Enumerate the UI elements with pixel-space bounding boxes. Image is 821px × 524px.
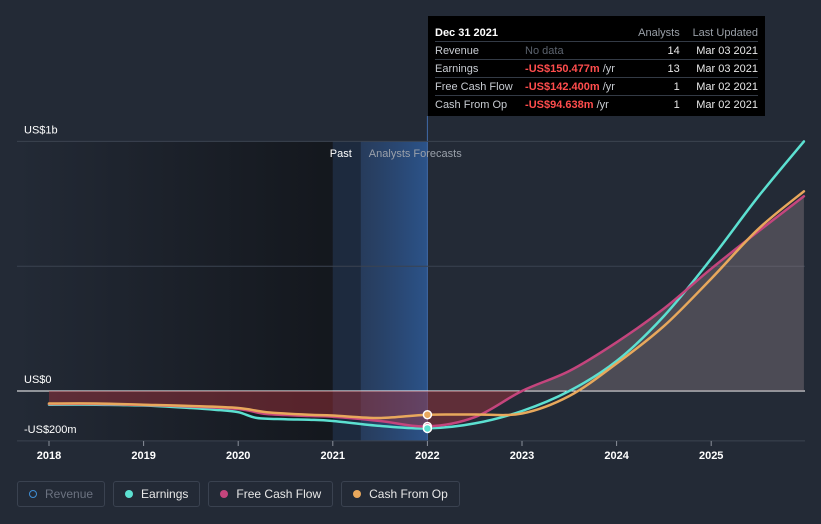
legend-revenue-label: Revenue — [45, 487, 94, 501]
series-line-earnings — [47, 140, 806, 430]
x-tick-label: 2018 — [37, 450, 61, 462]
tooltip-row-label: Free Cash Flow — [435, 80, 513, 93]
y-axis-label: US$0 — [24, 374, 52, 386]
legend-earnings-dot — [125, 490, 134, 498]
legend-cash-from-op-toggle[interactable]: Cash From Op — [341, 481, 460, 507]
tooltip-row-label: Earnings — [435, 62, 479, 75]
tooltip-row-analysts: 1 — [673, 80, 680, 93]
y-axis-label: US$1b — [24, 124, 58, 136]
tooltip-col-updated: Last Updated — [692, 26, 758, 39]
tooltip-row-analysts: 1 — [673, 98, 680, 111]
legend-free-cash-flow-toggle[interactable]: Free Cash Flow — [208, 481, 334, 507]
x-tick-label: 2025 — [699, 450, 723, 462]
data-tooltip: Dec 31 2021 Analysts Last Updated Revenu… — [428, 16, 765, 116]
tooltip-row-free-cash-flow: Free Cash Flow -US$142.400m /yr 1 Mar 02… — [435, 78, 758, 96]
tooltip-header: Dec 31 2021 Analysts Last Updated — [435, 24, 758, 42]
legend-free-cash-flow-label: Free Cash Flow — [236, 487, 322, 501]
tooltip-row-unit: /yr — [602, 80, 615, 93]
past-label: Past — [330, 148, 352, 160]
tooltip-row-analysts: 14 — [667, 44, 680, 57]
tooltip-row-updated: Mar 02 2021 — [696, 80, 758, 93]
legend: Revenue Earnings Free Cash Flow Cash Fro… — [17, 481, 468, 507]
tooltip-date: Dec 31 2021 — [435, 26, 498, 39]
legend-cash-from-op-label: Cash From Op — [369, 487, 448, 501]
tooltip-row-revenue: Revenue No data 14 Mar 03 2021 — [435, 42, 758, 60]
y-axis-label: -US$200m — [24, 424, 77, 436]
marker-earnings — [422, 423, 433, 434]
legend-revenue-toggle[interactable]: Revenue — [17, 481, 106, 507]
tooltip-row-value: -US$142.400m — [525, 80, 600, 93]
x-tick-label: 2021 — [321, 450, 345, 462]
x-tick-label: 2024 — [604, 450, 629, 462]
tooltip-row-cash-from-op: Cash From Op -US$94.638m /yr 1 Mar 02 20… — [435, 96, 758, 113]
tooltip-row-label: Cash From Op — [435, 98, 508, 111]
tooltip-row-value: -US$150.477m — [525, 62, 600, 75]
legend-free-cash-flow-dot — [220, 490, 229, 498]
tooltip-row-updated: Mar 02 2021 — [696, 98, 758, 111]
x-tick-label: 2022 — [415, 450, 439, 462]
legend-cash-from-op-dot — [353, 490, 362, 498]
legend-revenue-dot — [29, 490, 37, 498]
forecast-label: Analysts Forecasts — [369, 148, 462, 160]
tooltip-row-value: -US$94.638m — [525, 98, 594, 111]
x-tick-label: 2023 — [510, 450, 534, 462]
tooltip-row-label: Revenue — [435, 44, 480, 57]
tooltip-row-value: No data — [525, 44, 564, 57]
tooltip-row-earnings: Earnings -US$150.477m /yr 13 Mar 03 2021 — [435, 60, 758, 78]
positive-area — [522, 196, 804, 391]
marker-cash-from-op — [422, 409, 433, 420]
tooltip-row-unit: /yr — [602, 62, 615, 75]
tooltip-row-analysts: 13 — [667, 62, 680, 75]
tooltip-row-updated: Mar 03 2021 — [696, 44, 758, 57]
x-tick-label: 2019 — [131, 450, 155, 462]
x-tick-label: 2020 — [226, 450, 250, 462]
series-line-cash-from-op — [47, 190, 806, 420]
tooltip-row-updated: Mar 03 2021 — [696, 62, 758, 75]
legend-earnings-toggle[interactable]: Earnings — [113, 481, 201, 507]
tooltip-row-unit: /yr — [596, 98, 609, 111]
tooltip-col-analysts: Analysts — [638, 26, 680, 39]
legend-earnings-label: Earnings — [141, 487, 189, 501]
